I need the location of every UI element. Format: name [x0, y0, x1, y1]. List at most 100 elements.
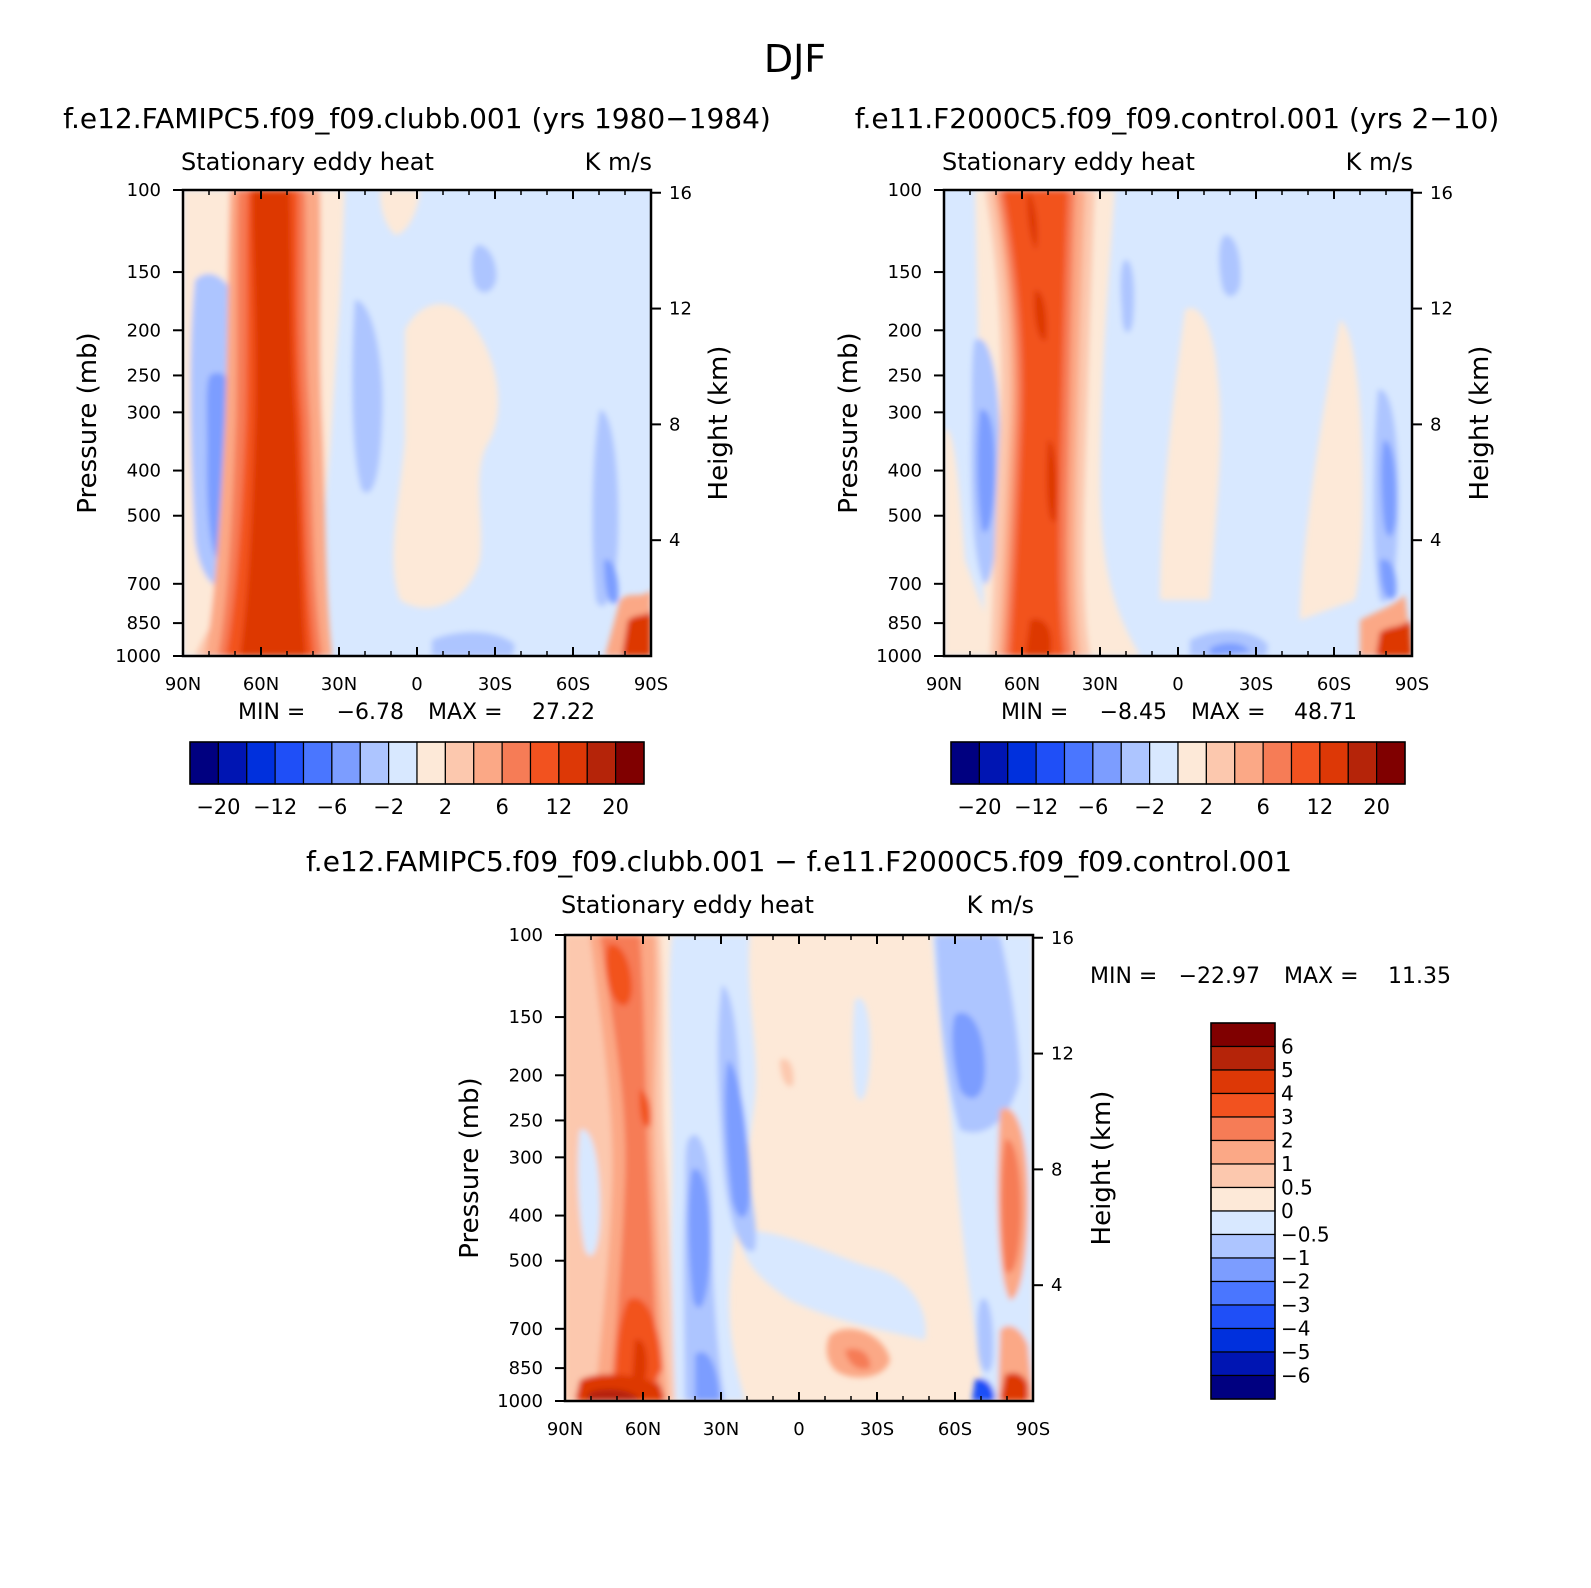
contour-strong-positive — [1034, 290, 1047, 341]
min-max-readout: MIN = −8.45 MAX = 48.71 — [1001, 700, 1357, 725]
contour-strong-corner — [1376, 620, 1412, 656]
max-label: MAX = — [1191, 700, 1266, 725]
contour-weak-positive — [1300, 320, 1363, 620]
y-axis-label: Pressure (mb) — [73, 332, 103, 513]
panel-title: f.e12.FAMIPC5.f09_f09.clubb.001 (yrs 198… — [63, 102, 771, 135]
y-tick-label: 250 — [509, 1110, 543, 1131]
colorbar-swatch — [1007, 741, 1037, 785]
colorbar-swatch — [189, 741, 219, 785]
x-tick-label: 30N — [1082, 674, 1118, 695]
contour-strong-corner — [1000, 1373, 1028, 1401]
contour-strong-positive — [1046, 440, 1057, 522]
x-axis: 90N 60N 30N 0 30S 60S 90S — [165, 190, 668, 695]
y-tick-label: 300 — [888, 402, 922, 423]
colorbar-label: −6 — [1077, 795, 1108, 819]
colorbar-label: 6 — [1256, 795, 1269, 819]
colorbar-label: 4 — [1281, 1082, 1294, 1106]
colorbar-swatch — [1210, 1163, 1276, 1189]
contour-negative — [972, 1378, 995, 1401]
y2-tick-label: 12 — [1430, 299, 1453, 320]
colorbar-label: −0.5 — [1281, 1223, 1330, 1247]
x-tick-label: 90S — [634, 674, 668, 695]
contour-negative — [1381, 440, 1397, 537]
y-tick-label: 400 — [127, 461, 161, 482]
contour-field — [183, 190, 651, 656]
colorbar: −20 −12 −6 −2 2 6 12 20 — [189, 741, 645, 819]
y-tick-label: 250 — [127, 365, 161, 386]
colorbar-swatch — [1210, 1116, 1276, 1142]
max-label: MAX = — [1284, 964, 1359, 989]
colorbar-swatch — [1210, 1327, 1276, 1353]
y-tick-label: 850 — [888, 613, 922, 634]
colorbar-swatch — [1210, 1210, 1276, 1236]
y2-tick-label: 12 — [669, 299, 692, 320]
colorbar-swatch — [1262, 741, 1293, 785]
contour-positive — [780, 1059, 794, 1087]
contour-negative — [688, 1168, 711, 1308]
colorbar-swatch — [1210, 1069, 1276, 1095]
y-tick-label: 300 — [509, 1147, 543, 1168]
colorbar-swatch — [1120, 741, 1151, 785]
min-value: −8.45 — [1100, 700, 1167, 725]
y-axis-left: 100 150 200 250 300 400 500 700 850 1000 — [497, 925, 565, 1412]
y-tick-label: 150 — [888, 262, 922, 283]
panel-title: f.e11.F2000C5.f09_f09.control.001 (yrs 2… — [855, 102, 1500, 135]
colorbar-swatch — [1210, 1374, 1276, 1400]
contour-negative — [952, 1012, 985, 1099]
x-tick-label: 0 — [793, 1419, 804, 1440]
contour-negative — [740, 1230, 926, 1340]
colorbar-swatch — [1210, 1092, 1276, 1118]
contour-strong-positive — [585, 1389, 640, 1401]
y-tick-label: 700 — [127, 574, 161, 595]
panel-subtitle-right: K m/s — [585, 148, 652, 176]
colorbar-swatch — [1149, 741, 1179, 785]
y2-tick-label: 4 — [669, 530, 680, 551]
colorbar-label: 5 — [1281, 1058, 1294, 1082]
colorbar-swatch — [586, 741, 617, 785]
x-tick-label: 30S — [1239, 674, 1273, 695]
colorbar-label: 2 — [1200, 795, 1213, 819]
contour-strong-positive — [240, 190, 306, 656]
contour-strong-corner — [622, 610, 651, 656]
y2-axis-label: Height (km) — [704, 346, 734, 501]
y-tick-label: 700 — [888, 574, 922, 595]
contour-field — [944, 190, 1412, 656]
colorbar-label: 3 — [1281, 1105, 1294, 1129]
contour-negative — [352, 300, 383, 493]
x-tick-label: 60N — [625, 1419, 661, 1440]
colorbar-swatch — [950, 741, 980, 785]
colorbar-swatch — [1205, 741, 1236, 785]
contour-positive — [605, 944, 632, 1006]
y-axis-label: Pressure (mb) — [834, 332, 864, 513]
colorbar-swatch — [1234, 741, 1264, 785]
contour-positive — [1001, 1139, 1022, 1273]
max-value: 48.71 — [1294, 700, 1357, 725]
colorbar-label: −2 — [1281, 1270, 1310, 1294]
panel-subtitle-left: Stationary eddy heat — [561, 891, 814, 919]
contour-negative — [1210, 643, 1250, 656]
colorbar-swatch — [1210, 1186, 1276, 1212]
y2-tick-label: 16 — [1051, 928, 1074, 949]
min-value: −22.97 — [1179, 964, 1260, 989]
colorbar-swatch — [1210, 1139, 1276, 1165]
colorbar-swatch — [1319, 741, 1349, 785]
colorbar-swatch — [473, 741, 503, 785]
y-tick-label: 300 — [127, 402, 161, 423]
colorbar-swatch — [1035, 741, 1066, 785]
colorbar-swatch — [501, 741, 532, 785]
colorbar-label: −20 — [196, 795, 240, 819]
max-value: 27.22 — [532, 700, 595, 725]
panel-diff: f.e12.FAMIPC5.f09_f09.clubb.001 − f.e11.… — [306, 845, 1451, 1440]
y-tick-label: 400 — [509, 1206, 543, 1227]
y-tick-label: 100 — [888, 180, 922, 201]
contour-negative — [695, 1352, 720, 1401]
y-tick-label: 400 — [888, 461, 922, 482]
colorbar-swatch — [615, 741, 645, 785]
contour-negative — [592, 410, 619, 607]
colorbar-label: −2 — [373, 795, 404, 819]
colorbar-label: 2 — [1281, 1129, 1294, 1153]
x-tick-label: 0 — [1172, 674, 1183, 695]
colorbar-swatch — [302, 741, 333, 785]
colorbar-swatch — [274, 741, 305, 785]
